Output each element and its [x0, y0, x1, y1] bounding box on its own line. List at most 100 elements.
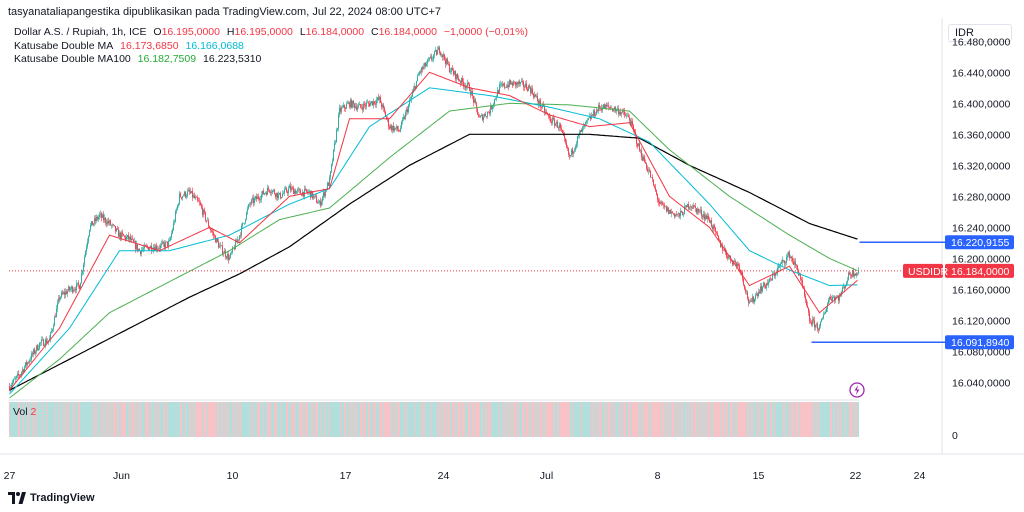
candle-body	[855, 274, 856, 276]
volume-bar	[632, 402, 633, 437]
candle-body	[581, 130, 582, 132]
volume-bar	[803, 402, 804, 437]
candle-body	[665, 206, 666, 207]
candle-body	[113, 224, 114, 226]
volume-bar	[322, 402, 323, 437]
candle-body	[823, 314, 824, 319]
price-axis[interactable]: 16.480,000016.440,000016.400,000016.360,…	[952, 36, 1011, 442]
candle-body	[459, 80, 460, 82]
candle-body	[99, 214, 100, 217]
volume-bar	[171, 402, 172, 437]
candle-body	[564, 135, 565, 139]
volume-bar	[678, 402, 679, 437]
time-axis[interactable]: 27 Jun 10 17 24 Jul 8 15 22 24	[4, 470, 926, 482]
candle-body	[327, 182, 328, 190]
candle-body	[801, 279, 802, 281]
candle-body	[638, 143, 639, 147]
volume-bar	[368, 402, 369, 437]
volume-bar	[233, 402, 234, 437]
candle-body	[346, 104, 347, 109]
volume-bar	[152, 402, 153, 437]
volume-bar	[570, 402, 571, 437]
volume-bar	[834, 402, 835, 437]
candle-body	[398, 129, 399, 131]
candle-body	[456, 74, 457, 80]
horizontal-lines[interactable]	[9, 241, 945, 343]
volume-bar	[273, 402, 274, 437]
candle-body	[707, 215, 708, 219]
candle-body	[31, 353, 32, 360]
candle-body	[700, 209, 701, 212]
volume-bar	[112, 402, 113, 437]
candle-body	[630, 120, 631, 126]
volume-bar	[323, 402, 324, 437]
currency-selector[interactable]: IDR	[948, 24, 1012, 42]
candle-body	[143, 248, 144, 250]
volume-bar	[768, 402, 769, 437]
volume-bar	[770, 402, 771, 437]
candle-body	[114, 225, 115, 227]
candle-body	[433, 55, 434, 59]
volume-bar	[278, 402, 279, 437]
volume-bar	[160, 402, 161, 437]
volume-bar	[846, 402, 847, 437]
candle-body	[518, 81, 519, 85]
volume-bar	[788, 402, 789, 437]
candle-body	[190, 191, 191, 194]
candle-body	[488, 111, 489, 113]
candle-body	[67, 290, 68, 295]
volume-bar	[70, 402, 71, 437]
volume-bar	[504, 402, 505, 437]
ma100-indicator-name[interactable]: Katusabe Double MA100	[14, 53, 131, 65]
candle-body	[57, 302, 58, 309]
volume-bar	[199, 402, 200, 437]
volume-bar	[283, 402, 284, 437]
candle-body	[476, 102, 477, 109]
lightning-icon[interactable]	[849, 382, 865, 398]
volume-bar	[713, 402, 714, 437]
candle-body	[522, 80, 523, 82]
candle-body	[415, 86, 416, 89]
volume-bar	[551, 402, 552, 437]
candle-body	[131, 238, 132, 241]
volume-bar	[853, 402, 854, 437]
candle-body	[158, 248, 159, 249]
volume-bar	[310, 402, 311, 437]
ma-indicator-name[interactable]: Katusabe Double MA	[14, 40, 114, 52]
volume-bar	[332, 402, 333, 437]
volume-bar	[505, 402, 506, 437]
candle-body	[201, 205, 202, 208]
volume-bar	[261, 402, 262, 437]
volume-bar	[797, 402, 798, 437]
volume-bar	[840, 402, 841, 437]
volume-bar	[68, 402, 69, 437]
volume-bar	[31, 402, 32, 437]
candle-body	[231, 252, 232, 254]
footer-brand[interactable]: TradingView	[8, 492, 95, 504]
volume-bar	[336, 402, 337, 437]
volume-bar	[127, 402, 128, 437]
volume-bar	[563, 402, 564, 437]
volume-bar	[743, 402, 744, 437]
candle-body	[256, 196, 257, 200]
volume-bar	[158, 402, 159, 437]
volume-bar	[679, 402, 680, 437]
volume-bar	[622, 402, 623, 437]
volume-bar	[815, 402, 816, 437]
volume-bar	[639, 402, 640, 437]
volume-bar	[829, 402, 830, 437]
volume-bar	[245, 402, 246, 437]
volume-bar	[230, 402, 231, 437]
candle-body	[386, 116, 387, 119]
candle-body	[808, 308, 809, 313]
symbol-name[interactable]: Dollar A.S. / Rupiah, 1h, ICE	[14, 26, 147, 38]
volume-bar	[83, 402, 84, 437]
candle-body	[454, 71, 455, 75]
volume-bar	[728, 402, 729, 437]
candle-body	[44, 345, 45, 347]
candle-body	[11, 385, 12, 388]
volume-bar	[443, 402, 444, 437]
volume-bar	[458, 402, 459, 437]
volume-bar	[658, 402, 659, 437]
